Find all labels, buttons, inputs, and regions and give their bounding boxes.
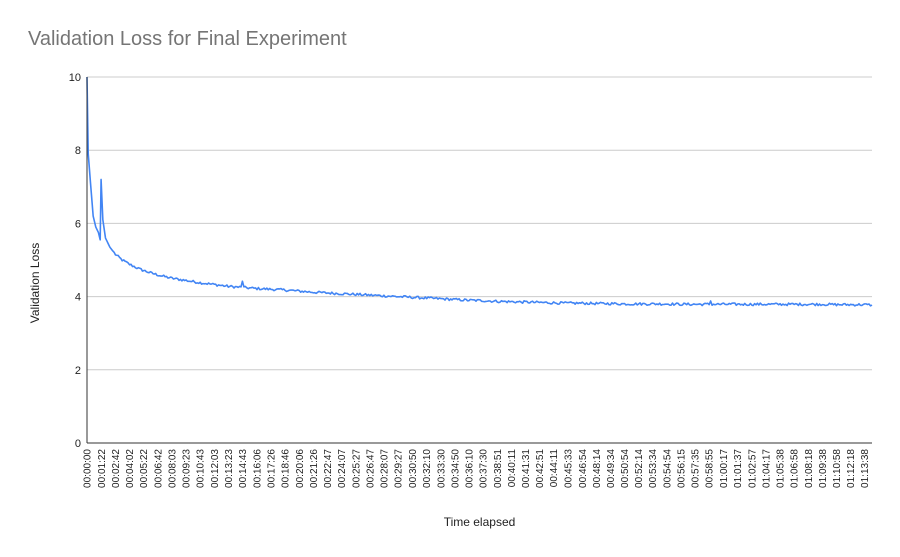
x-tick-label: 00:10:43 [196, 449, 207, 488]
y-tick-label: 2 [75, 365, 81, 377]
x-tick-label: 00:46:54 [578, 449, 589, 488]
x-tick-label: 00:13:23 [224, 449, 235, 488]
y-axis-ticks: 0 2 4 6 8 10 [69, 72, 81, 450]
x-tick-label: 00:49:34 [606, 449, 617, 488]
x-tick-label: 00:01:22 [97, 449, 108, 488]
x-tick-label: 00:40:11 [507, 449, 518, 488]
x-tick-label: 01:10:58 [832, 449, 843, 488]
x-tick-label: 00:45:33 [564, 449, 575, 488]
x-tick-label: 00:17:26 [267, 449, 278, 488]
x-tick-label: 00:04:02 [125, 449, 136, 488]
x-tick-label: 00:48:14 [592, 449, 603, 488]
x-tick-label: 01:06:58 [790, 449, 801, 488]
x-tick-label: 00:58:55 [705, 449, 716, 488]
x-tick-label: 00:38:51 [493, 449, 504, 488]
x-tick-label: 00:57:35 [691, 449, 702, 488]
x-tick-label: 00:41:31 [521, 449, 532, 488]
x-axis-title: Time elapsed [444, 515, 516, 529]
x-tick-label: 00:05:22 [139, 449, 150, 488]
x-tick-label: 01:09:38 [818, 449, 829, 488]
x-tick-label: 00:53:34 [648, 449, 659, 488]
x-tick-label: 01:00:17 [719, 449, 730, 488]
x-tick-label: 00:02:42 [111, 449, 122, 488]
x-axis-ticks: 00:00:00 00:01:22 00:02:42 00:04:02 00:05:22… [83, 449, 872, 488]
x-tick-label: 00:16:06 [253, 449, 264, 488]
y-tick-label: 10 [69, 72, 81, 84]
x-tick-label: 00:34:50 [450, 449, 461, 488]
x-tick-label: 01:02:57 [747, 449, 758, 488]
x-tick-label: 00:44:11 [549, 449, 560, 488]
y-tick-label: 0 [75, 438, 81, 450]
x-tick-label: 00:42:51 [535, 449, 546, 488]
x-tick-label: 01:01:37 [733, 449, 744, 488]
x-tick-label: 01:05:38 [776, 449, 787, 488]
x-tick-label: 00:18:46 [281, 449, 292, 488]
x-tick-label: 00:29:27 [394, 449, 405, 488]
x-tick-label: 00:14:43 [238, 449, 249, 488]
x-tick-label: 00:25:27 [351, 449, 362, 488]
x-tick-label: 00:21:26 [309, 449, 320, 488]
x-tick-label: 00:22:47 [323, 449, 334, 488]
x-tick-label: 00:32:10 [422, 449, 433, 488]
x-tick-label: 00:09:23 [182, 449, 193, 488]
x-tick-label: 01:04:17 [761, 449, 772, 488]
x-tick-label: 00:28:07 [379, 449, 390, 488]
x-tick-label: 00:24:07 [337, 449, 348, 488]
x-tick-label: 00:12:03 [210, 449, 221, 488]
gridlines [87, 76, 872, 371]
x-tick-label: 00:26:47 [365, 449, 376, 488]
x-tick-label: 01:12:18 [846, 449, 857, 488]
x-tick-label: 00:33:30 [436, 449, 447, 488]
x-tick-label: 00:50:54 [620, 449, 631, 488]
x-tick-label: 00:54:54 [662, 449, 673, 488]
chart-title: Validation Loss for Final Experiment [28, 28, 347, 50]
x-tick-label: 00:56:15 [677, 449, 688, 488]
y-tick-label: 8 [75, 145, 81, 157]
x-tick-label: 00:20:06 [295, 449, 306, 488]
series-line-validation-loss [86, 76, 873, 307]
x-tick-label: 00:36:10 [464, 449, 475, 488]
x-tick-label: 00:08:03 [168, 449, 179, 488]
x-tick-label: 00:37:30 [479, 449, 490, 488]
x-tick-label: 00:06:42 [153, 449, 164, 488]
y-tick-label: 4 [75, 292, 81, 304]
x-tick-label: 00:00:00 [83, 449, 94, 488]
x-tick-label: 00:52:14 [634, 449, 645, 488]
x-tick-label: 01:13:38 [860, 449, 871, 488]
x-tick-label: 01:08:18 [804, 449, 815, 488]
y-tick-label: 6 [75, 218, 81, 230]
y-axis-title: Validation Loss [28, 243, 42, 324]
x-tick-label: 00:30:50 [408, 449, 419, 488]
